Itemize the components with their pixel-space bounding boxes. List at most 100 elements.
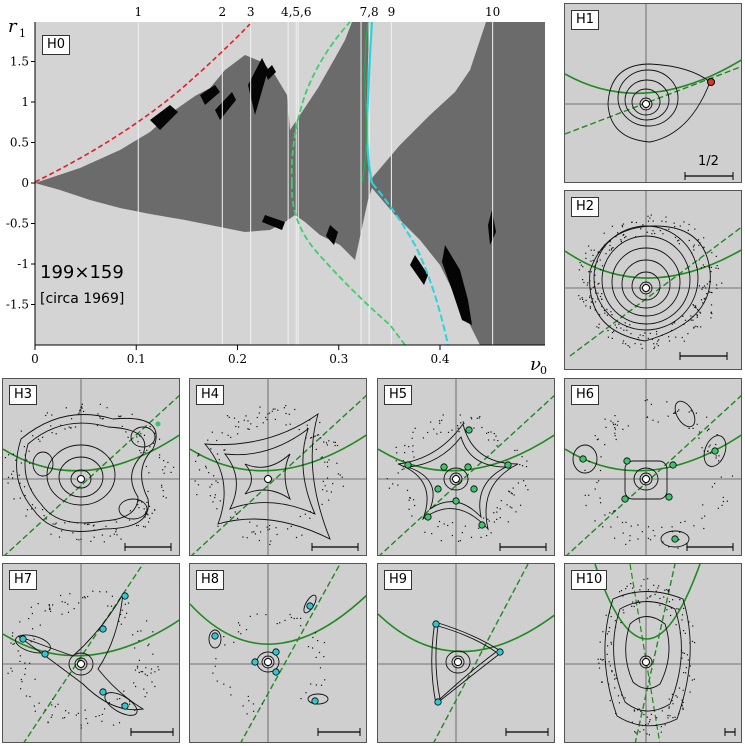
orbit-dot	[84, 709, 86, 711]
orbit-dot	[409, 497, 411, 499]
orbit-dot	[651, 338, 653, 340]
orbit-dot	[703, 246, 705, 248]
orbit-dot	[148, 521, 150, 523]
orbit-dot	[237, 622, 240, 624]
orbit-dot	[93, 529, 95, 531]
orbit-dot	[659, 230, 661, 232]
orbit-dot	[324, 485, 326, 487]
orbit-dot	[613, 510, 615, 512]
orbit-dot	[158, 457, 161, 459]
orbit-dot	[83, 410, 85, 412]
orbit-dot	[716, 287, 718, 289]
orbit-dot	[116, 698, 118, 700]
orbit-dot	[623, 612, 625, 614]
orbit-dot	[673, 222, 675, 224]
orbit-dot	[620, 239, 622, 241]
orbit-dot	[470, 416, 472, 419]
orbit-dot	[642, 335, 644, 337]
orbit-dot	[672, 599, 674, 601]
orbit-dot	[336, 462, 338, 464]
orbit-dot	[704, 515, 706, 517]
orbit-dot	[233, 641, 235, 643]
orbit-dot	[141, 501, 143, 503]
orbit-dot	[43, 515, 45, 517]
orbit-dot	[285, 424, 287, 426]
orbit-dot	[715, 455, 717, 457]
orbit-dot	[78, 539, 80, 541]
orbit-dot	[437, 526, 439, 528]
orbit-dot	[688, 320, 690, 322]
orbit-dot	[609, 241, 611, 243]
orbit-dot	[52, 698, 54, 700]
orbit-dot	[142, 671, 144, 673]
orbit-dot	[607, 336, 609, 338]
orbit-dot	[660, 726, 662, 728]
curve-green-dashed-lower	[290, 182, 406, 346]
orbit-dot	[87, 722, 89, 724]
orbit-dot	[57, 703, 59, 705]
orbit-dot	[602, 526, 604, 528]
orbit-dot	[285, 405, 287, 407]
orbit-dot	[151, 512, 153, 514]
orbit-dot	[256, 426, 258, 428]
orbit-dot	[678, 409, 680, 411]
orbit-dot	[659, 604, 661, 606]
orbit-dot	[615, 626, 617, 628]
orbit-dot	[629, 346, 631, 348]
orbit-dot	[105, 525, 107, 527]
orbit-dot	[682, 708, 684, 710]
orbit-dot	[306, 427, 308, 429]
orbit-dot	[216, 508, 218, 510]
orbit-dot	[412, 451, 414, 453]
orbit-dot	[323, 642, 326, 644]
orbit-dot	[121, 609, 123, 611]
orbit-dot	[692, 427, 694, 429]
orbit-dot	[625, 343, 627, 345]
panel-h2-svg	[565, 191, 741, 369]
orbit-dot	[632, 592, 634, 594]
panel-h1: H1 1/2	[564, 3, 742, 183]
orbit-dot	[603, 309, 605, 312]
orbit-dot	[258, 412, 260, 414]
panel-label-h0: H0	[42, 35, 71, 55]
orbit-dot	[101, 713, 103, 715]
orbit-dot	[64, 428, 66, 430]
orbit-dot	[48, 604, 50, 606]
orbit-dot	[656, 717, 658, 719]
orbit-dot	[596, 326, 598, 328]
orbit-dot	[590, 271, 592, 273]
orbit-dot	[613, 330, 615, 332]
marker-label: 9	[388, 5, 396, 19]
orbit-dot	[668, 601, 670, 603]
orbit-dot	[689, 642, 691, 644]
orbit-dot	[129, 700, 131, 703]
orbit-dot	[253, 710, 255, 712]
orbit-dot	[388, 487, 390, 489]
orbit-dot	[74, 426, 77, 428]
orbit-dot	[322, 489, 324, 491]
orbit-dot	[641, 347, 643, 350]
y-axis-label: r	[8, 16, 18, 37]
orbit-dot	[699, 311, 701, 313]
panel-label-h5: H5	[384, 385, 413, 405]
orbit-dot	[620, 242, 623, 244]
orbit-dot	[12, 643, 14, 645]
orbit-dot	[668, 336, 670, 338]
orbit-dot	[20, 462, 22, 464]
x-ticks: 0 0.1 0.2 0.3 0.4	[31, 345, 450, 366]
orbit-dot	[135, 685, 137, 688]
orbit-dot	[693, 678, 695, 680]
orbit-dot	[613, 674, 616, 676]
orbit-dot	[144, 673, 146, 675]
orbit-dot	[614, 435, 616, 437]
orbit-dot	[608, 661, 610, 663]
orbit-dot	[326, 477, 329, 479]
orbit-dot	[67, 611, 70, 613]
orbit-dot	[585, 305, 587, 307]
orbit-dot	[317, 434, 320, 436]
orbit-dot	[607, 329, 609, 332]
orbit-dot	[24, 673, 26, 675]
orbit-dot	[661, 334, 663, 336]
orbit-dot	[699, 312, 702, 314]
orbit-dot	[720, 476, 722, 478]
